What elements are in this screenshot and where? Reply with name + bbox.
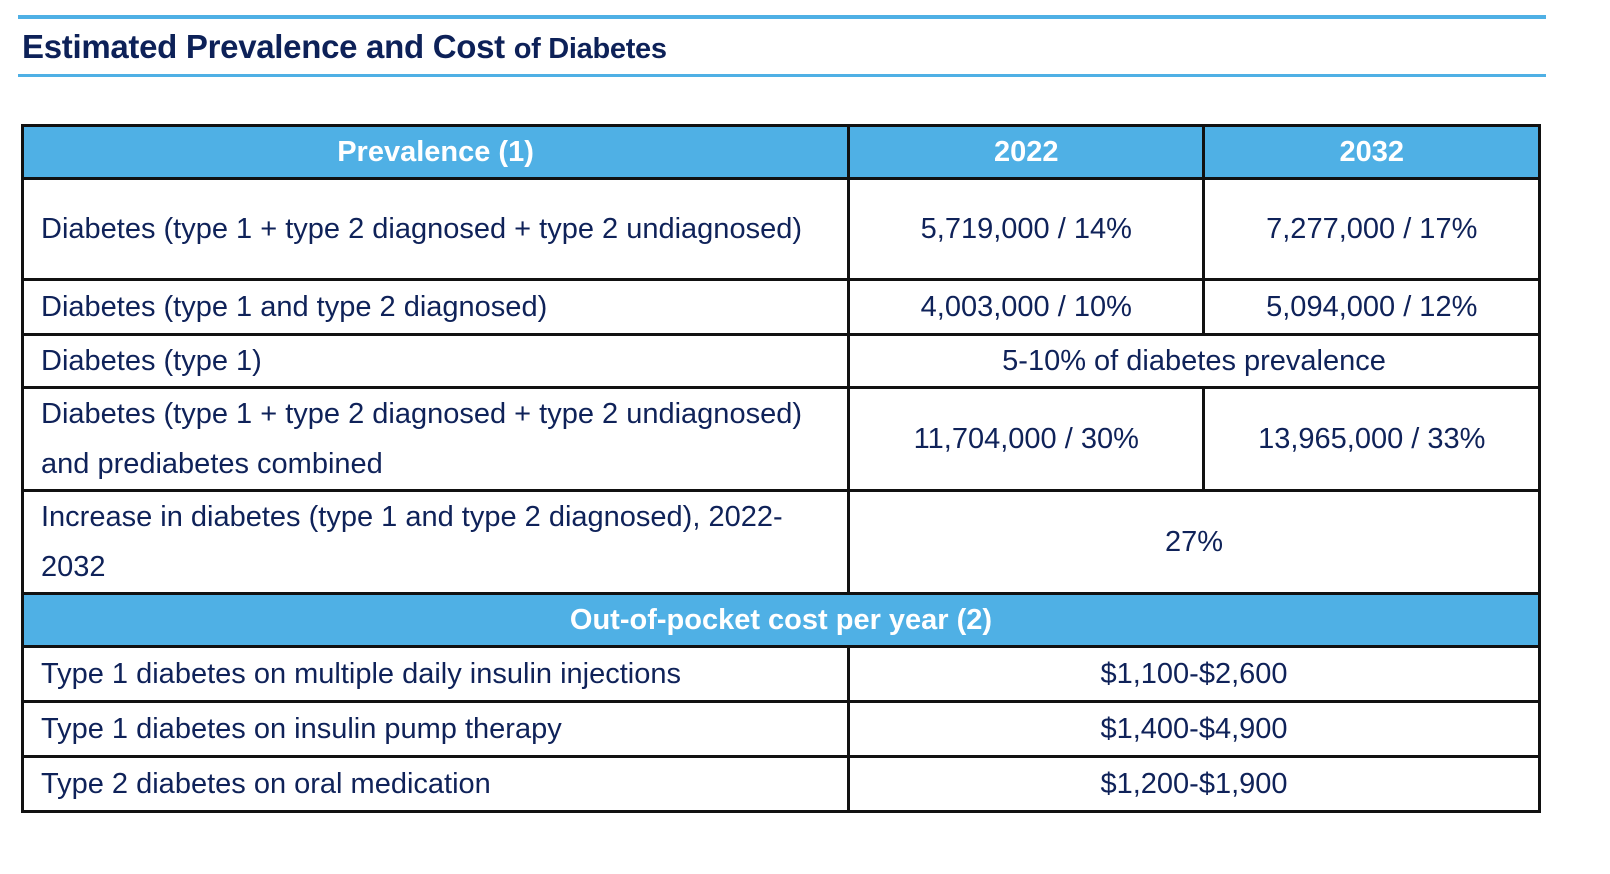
row-label: Increase in diabetes (type 1 and type 2 …: [20, 489, 851, 595]
table-row: Type 2 diabetes on oral medication $1,20…: [20, 755, 1541, 813]
cost-value: $1,200-$1,900: [847, 755, 1541, 813]
prevalence-cost-table: Prevalence (1) 2022 2032 Diabetes (type …: [20, 124, 1541, 813]
value-2022: 11,704,000 / 30%: [847, 386, 1206, 492]
header-2022: 2022: [847, 124, 1206, 180]
value-2032: 5,094,000 / 12%: [1202, 278, 1541, 336]
table-row: Type 1 diabetes on multiple daily insuli…: [20, 645, 1541, 703]
cost-value: $1,400-$4,900: [847, 700, 1541, 758]
row-label: Diabetes (type 1 + type 2 diagnosed + ty…: [20, 177, 851, 281]
cost-value: $1,100-$2,600: [847, 645, 1541, 703]
header-prevalence: Prevalence (1): [20, 124, 851, 180]
page-title: Estimated Prevalence and Cost of Diabete…: [22, 28, 667, 65]
row-label: Diabetes (type 1 + type 2 diagnosed + ty…: [20, 386, 851, 492]
value-2022: 4,003,000 / 10%: [847, 278, 1206, 336]
title-underline: [18, 74, 1546, 77]
row-label: Type 1 diabetes on insulin pump therapy: [20, 700, 851, 758]
table-header-row: Prevalence (1) 2022 2032: [20, 124, 1541, 180]
row-label: Diabetes (type 1): [20, 333, 851, 389]
table-row: Diabetes (type 1) 5-10% of diabetes prev…: [20, 333, 1541, 389]
value-2022: 5,719,000 / 14%: [847, 177, 1206, 281]
merged-value: 27%: [847, 489, 1541, 595]
cost-header: Out-of-pocket cost per year (2): [21, 592, 1541, 648]
row-label: Diabetes (type 1 and type 2 diagnosed): [20, 278, 851, 336]
table-row: Diabetes (type 1 and type 2 diagnosed) 4…: [20, 278, 1541, 336]
value-2032: 7,277,000 / 17%: [1202, 177, 1541, 281]
row-label: Type 1 diabetes on multiple daily insuli…: [20, 645, 851, 703]
value-2032: 13,965,000 / 33%: [1202, 386, 1541, 492]
merged-value: 5-10% of diabetes prevalence: [847, 333, 1541, 389]
header-2032: 2032: [1202, 124, 1541, 180]
table-row: Type 1 diabetes on insulin pump therapy …: [20, 700, 1541, 758]
table-row: Increase in diabetes (type 1 and type 2 …: [20, 489, 1541, 595]
top-rule: [18, 15, 1546, 19]
table-row: Diabetes (type 1 + type 2 diagnosed + ty…: [20, 177, 1541, 281]
table-row: Diabetes (type 1 + type 2 diagnosed + ty…: [20, 386, 1541, 492]
row-label: Type 2 diabetes on oral medication: [20, 755, 851, 813]
cost-header-row: Out-of-pocket cost per year (2): [21, 592, 1541, 648]
